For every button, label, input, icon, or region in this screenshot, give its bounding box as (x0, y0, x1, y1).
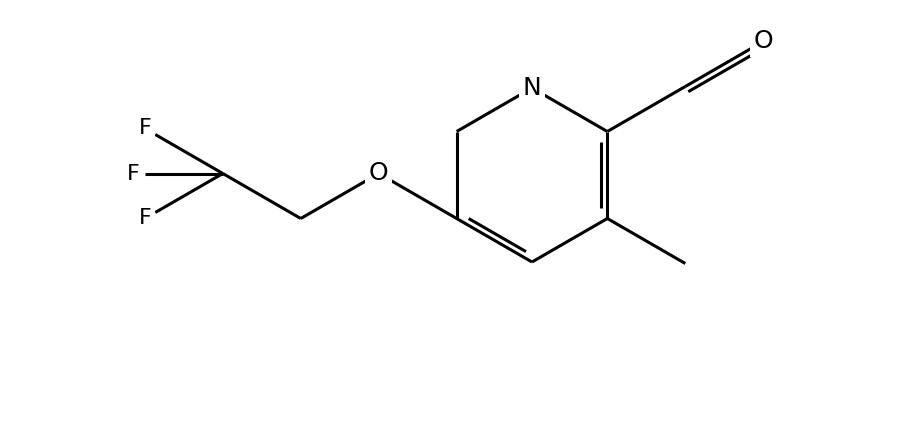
Text: F: F (139, 208, 152, 228)
Text: O: O (754, 29, 773, 54)
Text: F: F (126, 164, 139, 184)
Text: O: O (369, 161, 389, 185)
Text: F: F (139, 118, 152, 138)
Text: N: N (523, 76, 541, 100)
